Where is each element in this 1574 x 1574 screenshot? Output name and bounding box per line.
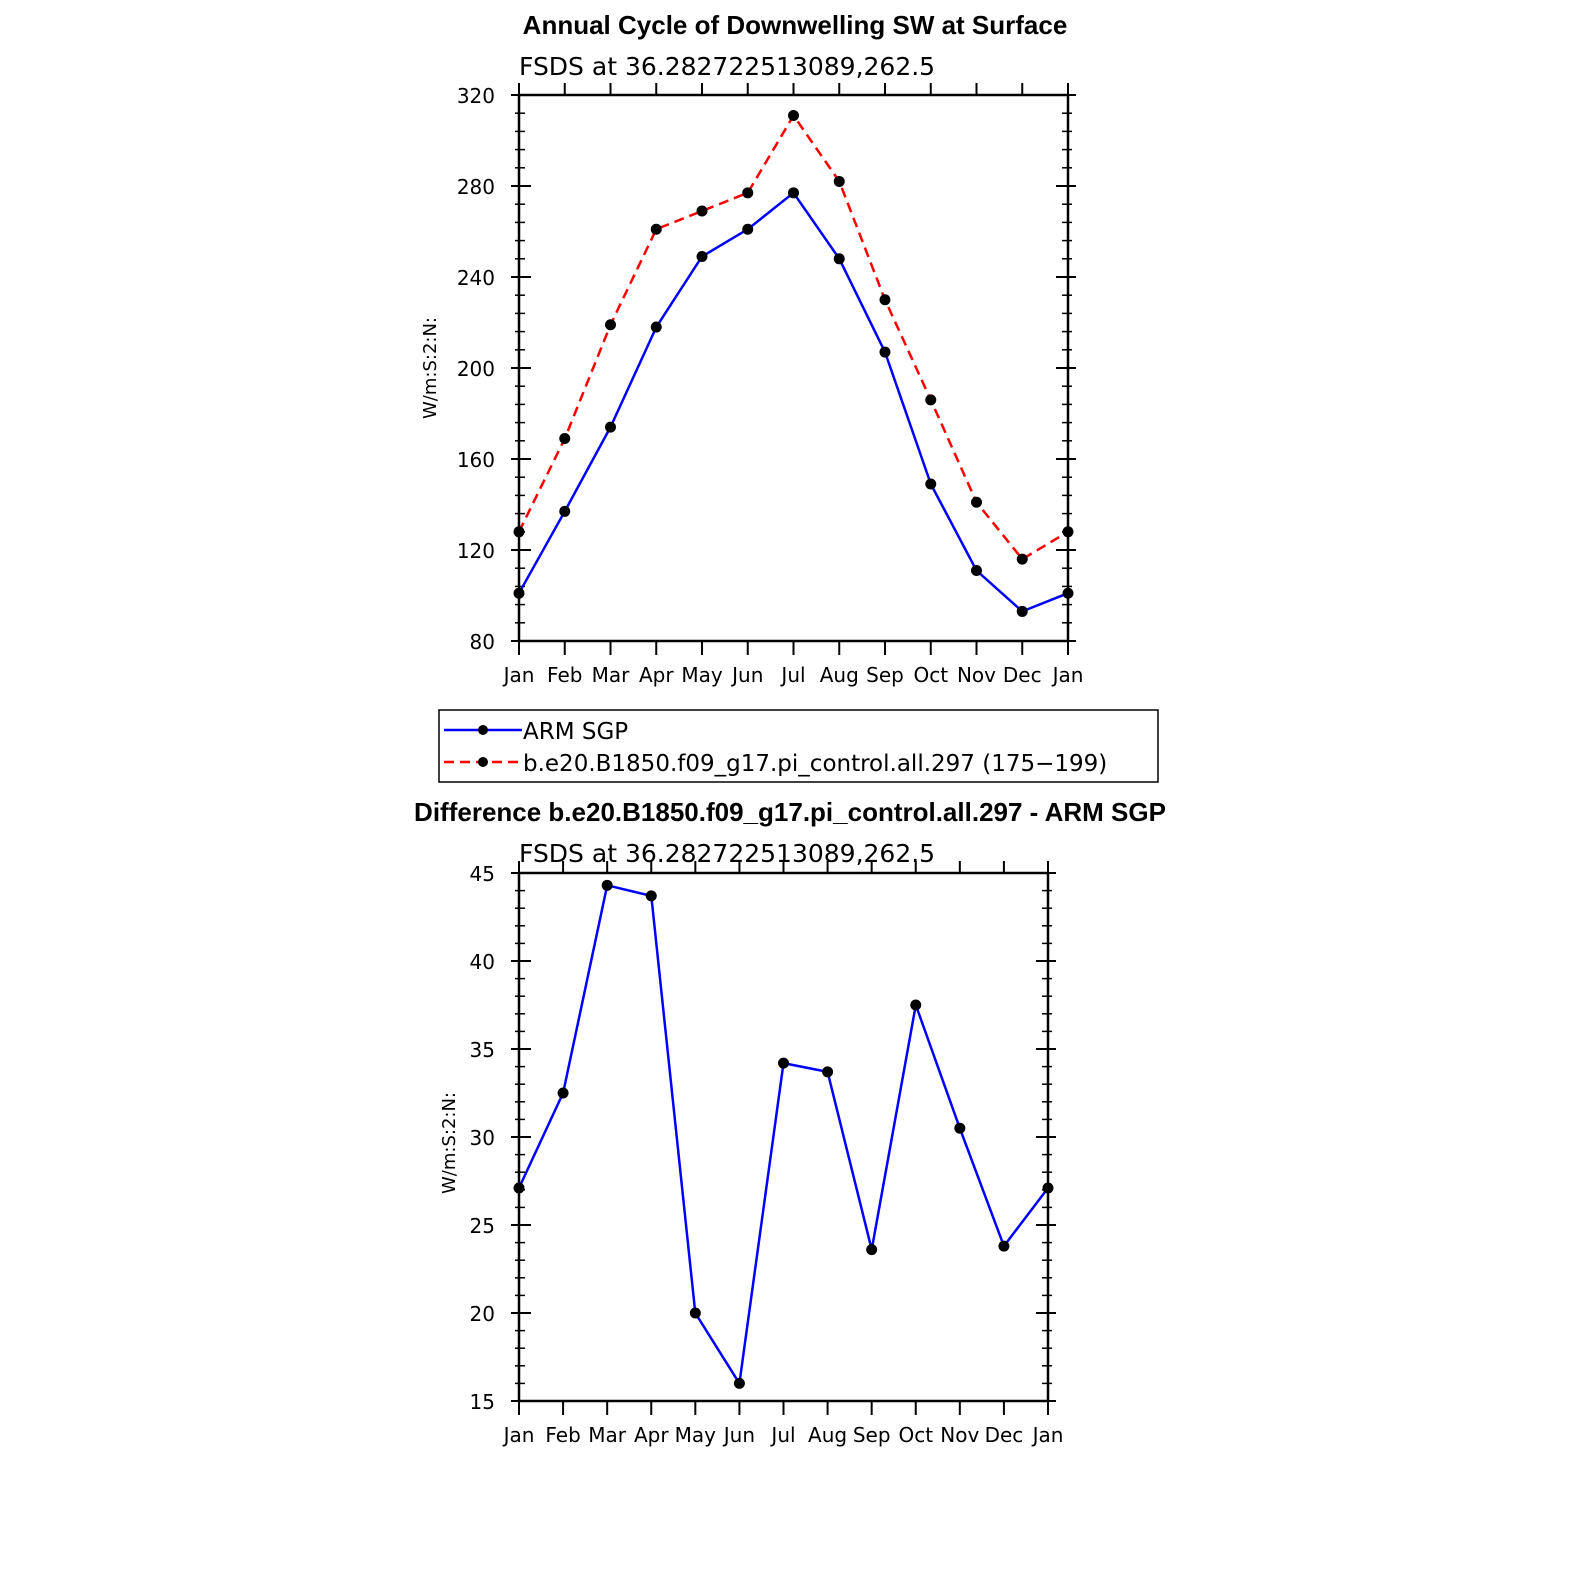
y-tick-label: 320 bbox=[457, 84, 495, 108]
data-point bbox=[1062, 587, 1074, 599]
series-line bbox=[517, 114, 1069, 561]
data-point bbox=[742, 223, 754, 235]
y-tick-label: 280 bbox=[457, 175, 495, 199]
data-point bbox=[879, 294, 891, 306]
y-tick-label: 120 bbox=[457, 539, 495, 563]
data-point bbox=[513, 526, 525, 538]
annual-cycle-chart: Annual Cycle of Downwelling SW at Surfac… bbox=[420, 10, 1083, 687]
data-point bbox=[689, 1307, 701, 1319]
data-point bbox=[513, 587, 525, 599]
x-tick-label: Sep bbox=[866, 663, 904, 687]
legend-label-model: b.e20.B1850.f09_g17.pi_control.all.297 (… bbox=[523, 751, 1107, 777]
data-point bbox=[601, 879, 613, 891]
data-point bbox=[925, 394, 937, 406]
series-line bbox=[517, 884, 1049, 1385]
data-point bbox=[696, 251, 708, 263]
data-point bbox=[954, 1122, 966, 1134]
data-point bbox=[559, 505, 571, 517]
data-point bbox=[866, 1244, 878, 1256]
legend-marker-model bbox=[478, 757, 488, 767]
data-point bbox=[925, 478, 937, 490]
chart-title: Difference b.e20.B1850.f09_g17.pi_contro… bbox=[414, 797, 1166, 827]
y-axis-label: W/m:S:2:N: bbox=[439, 1092, 460, 1194]
y-tick-label: 30 bbox=[470, 1126, 495, 1150]
data-point bbox=[1016, 553, 1028, 565]
data-point bbox=[971, 496, 982, 508]
x-tick-label: Jan bbox=[502, 663, 535, 687]
y-tick-label: 35 bbox=[470, 1038, 495, 1062]
plot-frame bbox=[517, 871, 1050, 1403]
y-tick-label: 15 bbox=[470, 1390, 495, 1414]
plot-frame bbox=[517, 93, 1070, 643]
x-tick-label: Aug bbox=[820, 663, 859, 687]
data-point bbox=[788, 187, 799, 199]
data-point bbox=[733, 1377, 745, 1389]
y-tick-label: 80 bbox=[470, 630, 495, 654]
x-tick-label: Feb bbox=[547, 663, 582, 687]
x-tick-label: Mar bbox=[592, 663, 631, 687]
x-tick-label: Mar bbox=[588, 1423, 627, 1447]
data-point bbox=[833, 253, 845, 265]
x-tick-label: Apr bbox=[634, 1423, 669, 1447]
data-point bbox=[742, 187, 754, 199]
y-axis-label: W/m:S:2:N: bbox=[420, 317, 441, 419]
data-point bbox=[650, 321, 662, 333]
x-tick-label: Apr bbox=[639, 663, 674, 687]
x-tick-label: Aug bbox=[808, 1423, 847, 1447]
x-tick-label: Jun bbox=[722, 1423, 755, 1447]
y-tick-label: 200 bbox=[457, 357, 495, 381]
difference-chart: Difference b.e20.B1850.f09_g17.pi_contro… bbox=[414, 797, 1166, 1447]
chart-subtitle: FSDS at 36.282722513089,262.5 bbox=[519, 52, 935, 81]
data-point bbox=[788, 109, 799, 121]
x-tick-label: Jan bbox=[1031, 1423, 1064, 1447]
data-point bbox=[557, 1087, 569, 1099]
data-point bbox=[833, 175, 845, 187]
chart-title: Annual Cycle of Downwelling SW at Surfac… bbox=[523, 10, 1068, 40]
x-tick-label: Nov bbox=[957, 663, 996, 687]
x-tick-label: May bbox=[675, 1423, 717, 1447]
chart-subtitle: FSDS at 36.282722513089,262.5 bbox=[519, 839, 935, 868]
x-tick-label: Dec bbox=[1003, 663, 1042, 687]
data-point bbox=[998, 1240, 1010, 1252]
data-point bbox=[650, 223, 662, 235]
data-point bbox=[696, 205, 708, 217]
x-tick-label: Jul bbox=[769, 1423, 795, 1447]
x-tick-label: Sep bbox=[853, 1423, 891, 1447]
data-point bbox=[513, 1182, 525, 1194]
data-point bbox=[822, 1066, 834, 1078]
data-point bbox=[778, 1057, 789, 1069]
y-tick-label: 40 bbox=[470, 950, 495, 974]
series-line bbox=[517, 191, 1069, 613]
x-tick-label: Jan bbox=[1051, 663, 1084, 687]
x-tick-label: Dec bbox=[985, 1423, 1024, 1447]
x-tick-label: Jul bbox=[779, 663, 805, 687]
x-tick-label: Nov bbox=[940, 1423, 979, 1447]
x-tick-label: Oct bbox=[898, 1423, 933, 1447]
data-point bbox=[605, 421, 616, 433]
legend-marker-arm-sgp bbox=[478, 725, 488, 735]
data-point bbox=[645, 890, 657, 902]
legend: ARM SGP b.e20.B1850.f09_g17.pi_control.a… bbox=[438, 709, 1159, 783]
x-tick-label: Jan bbox=[502, 1423, 535, 1447]
data-point bbox=[1062, 526, 1074, 538]
x-tick-label: May bbox=[681, 663, 723, 687]
data-point bbox=[971, 564, 982, 576]
y-tick-label: 45 bbox=[470, 862, 495, 886]
legend-label-arm-sgp: ARM SGP bbox=[523, 719, 628, 745]
data-point bbox=[559, 433, 571, 445]
legend-box bbox=[438, 709, 1159, 783]
data-point bbox=[879, 346, 891, 358]
data-point bbox=[910, 999, 922, 1011]
x-tick-label: Oct bbox=[913, 663, 948, 687]
x-tick-label: Jun bbox=[730, 663, 763, 687]
y-tick-label: 160 bbox=[457, 448, 495, 472]
x-tick-label: Feb bbox=[545, 1423, 580, 1447]
data-point bbox=[605, 319, 616, 331]
data-point bbox=[1016, 605, 1028, 617]
y-tick-label: 20 bbox=[470, 1302, 495, 1326]
data-point bbox=[1042, 1182, 1054, 1194]
y-tick-label: 240 bbox=[457, 266, 495, 290]
y-tick-label: 25 bbox=[470, 1214, 495, 1238]
